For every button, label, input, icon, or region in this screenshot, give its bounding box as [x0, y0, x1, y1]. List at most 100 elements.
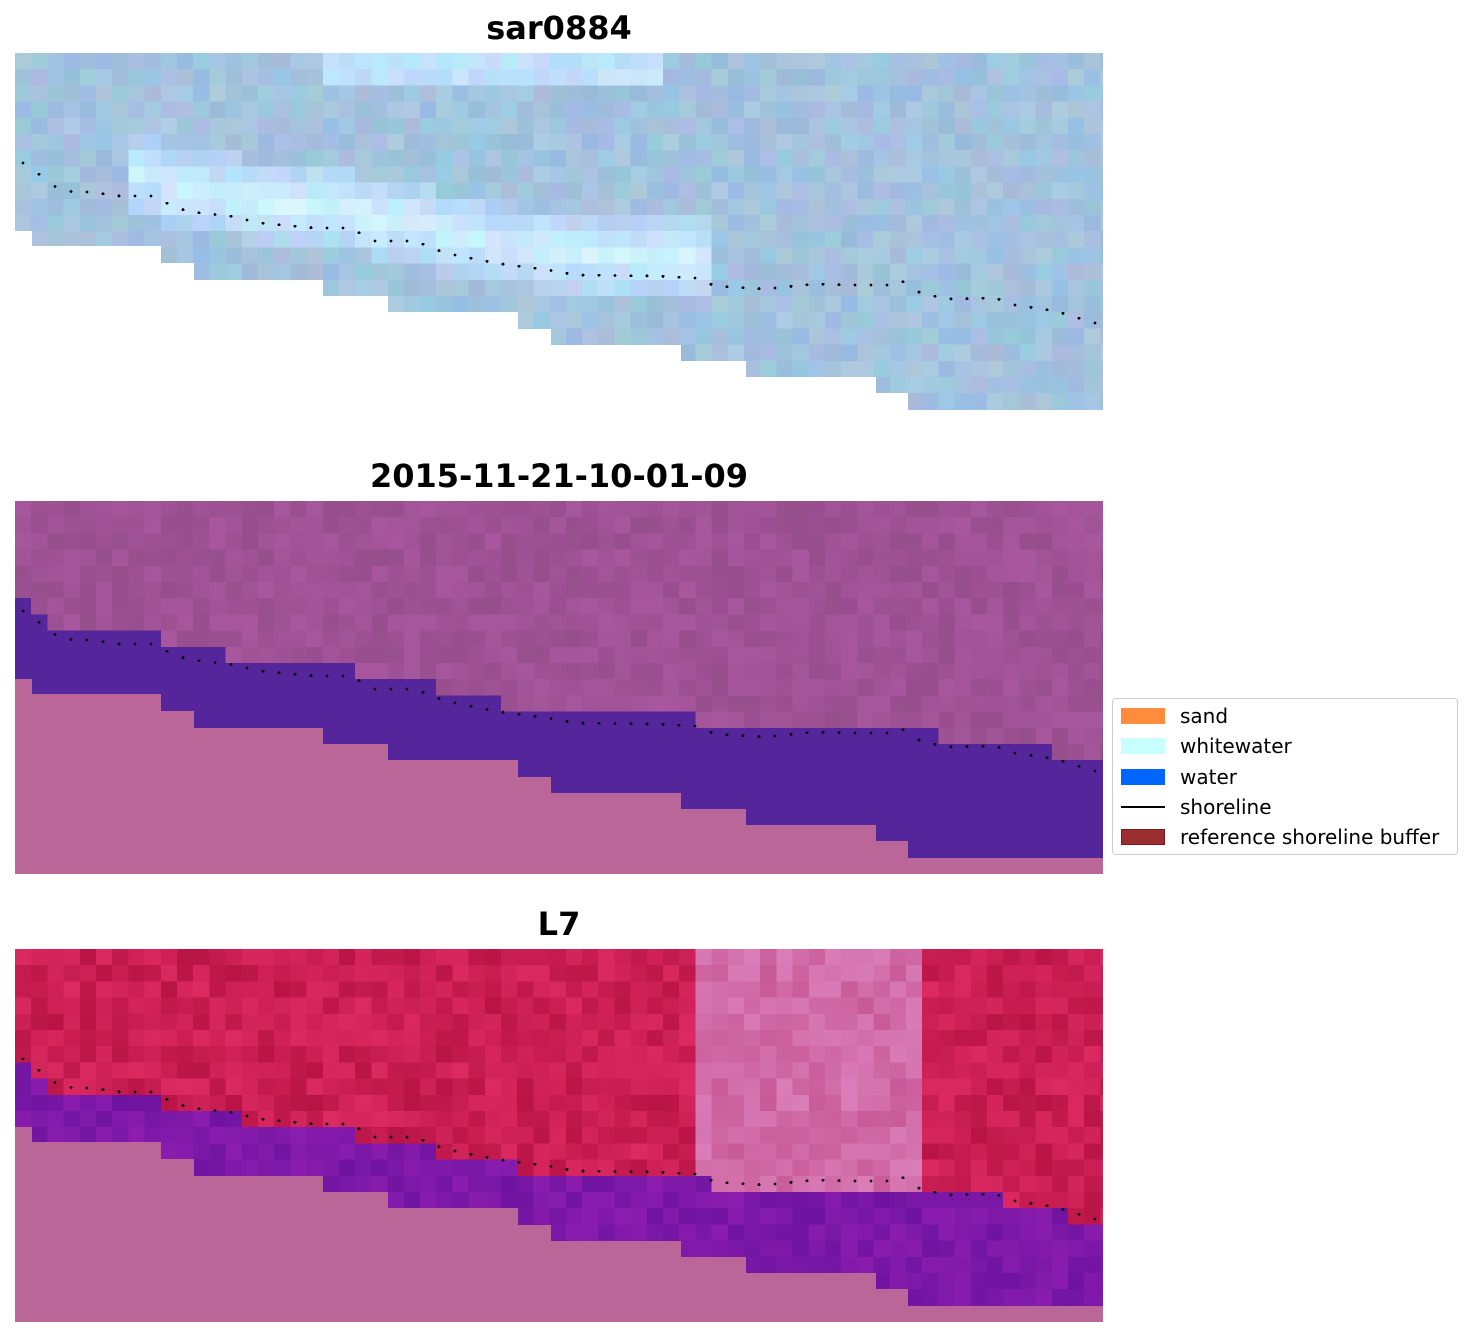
image-pixel	[889, 1127, 907, 1144]
image-pixel	[160, 614, 178, 632]
image-pixel	[306, 150, 324, 167]
image-pixel	[873, 582, 891, 599]
image-pixel	[565, 1094, 583, 1112]
image-pixel	[112, 565, 129, 583]
image-pixel	[501, 1078, 518, 1096]
index-image-panel	[15, 949, 1103, 1322]
image-pixel	[825, 598, 842, 615]
image-pixel	[501, 1062, 518, 1080]
image-pixel	[484, 646, 502, 664]
image-pixel	[906, 344, 923, 362]
image-pixel	[1084, 1143, 1101, 1161]
image-pixel	[355, 1127, 372, 1144]
image-pixel	[857, 1224, 875, 1242]
image-pixel	[1084, 1062, 1101, 1080]
image-pixel	[452, 695, 470, 713]
image-pixel	[1019, 1256, 1037, 1274]
image-pixel	[954, 695, 972, 713]
image-pixel	[15, 582, 32, 599]
image-pixel	[695, 614, 713, 632]
image-pixel	[598, 949, 615, 966]
image-pixel	[970, 344, 988, 362]
image-pixel	[79, 1094, 97, 1112]
image-pixel	[711, 517, 729, 534]
image-pixel	[663, 533, 680, 551]
image-pixel	[565, 614, 583, 632]
image-pixel	[744, 533, 761, 551]
image-pixel	[452, 727, 470, 745]
image-pixel	[954, 582, 972, 599]
image-pixel	[144, 549, 162, 567]
image-pixel	[970, 328, 988, 346]
image-pixel	[144, 134, 162, 151]
image-pixel	[484, 1175, 502, 1193]
image-pixel	[1084, 841, 1101, 858]
image-pixel	[776, 517, 794, 534]
image-pixel	[225, 1159, 243, 1177]
image-pixel	[322, 695, 340, 713]
image-pixel	[808, 279, 826, 297]
image-pixel	[1019, 501, 1037, 518]
image-pixel	[79, 582, 97, 599]
image-pixel	[954, 727, 972, 745]
image-pixel	[792, 1224, 810, 1242]
image-pixel	[776, 549, 794, 567]
image-pixel	[873, 247, 891, 265]
image-pixel	[403, 247, 421, 265]
image-pixel	[954, 965, 972, 982]
image-pixel	[371, 695, 389, 713]
image-pixel	[825, 117, 842, 135]
image-pixel	[1051, 1127, 1069, 1144]
image-pixel	[1084, 377, 1101, 394]
image-pixel	[630, 328, 648, 346]
image-pixel	[549, 760, 567, 777]
image-pixel	[711, 182, 729, 200]
image-pixel	[906, 85, 923, 103]
image-pixel	[112, 517, 129, 534]
image-pixel	[598, 296, 615, 313]
image-pixel	[711, 598, 729, 615]
image-pixel	[517, 727, 534, 745]
image-pixel	[938, 1159, 956, 1177]
image-pixel	[339, 215, 356, 232]
image-pixel	[420, 981, 437, 999]
image-pixel	[711, 117, 729, 135]
image-pixel	[598, 69, 615, 86]
image-pixel	[711, 1013, 729, 1031]
image-pixel	[209, 1111, 227, 1128]
image-pixel	[322, 646, 340, 664]
image-pixel	[841, 1111, 858, 1128]
image-pixel	[889, 825, 907, 842]
image-pixel	[889, 598, 907, 615]
image-pixel	[646, 1062, 664, 1080]
image-pixel	[517, 949, 534, 966]
image-pixel	[808, 711, 826, 729]
image-pixel	[128, 965, 146, 982]
image-pixel	[711, 328, 729, 346]
image-pixel	[1100, 377, 1103, 394]
image-pixel	[760, 646, 777, 664]
image-pixel	[646, 1175, 664, 1193]
image-pixel	[808, 1256, 826, 1274]
shoreline-point	[181, 656, 185, 659]
image-pixel	[533, 949, 551, 966]
image-pixel	[614, 533, 632, 551]
image-pixel	[825, 101, 842, 119]
image-pixel	[549, 517, 567, 534]
image-pixel	[760, 808, 777, 826]
image-pixel	[501, 646, 518, 664]
image-pixel	[987, 328, 1004, 346]
image-pixel	[1019, 279, 1037, 297]
image-pixel	[436, 279, 453, 297]
image-pixel	[808, 533, 826, 551]
image-pixel	[663, 582, 680, 599]
image-pixel	[744, 198, 761, 216]
image-pixel	[970, 949, 988, 966]
image-pixel	[258, 1143, 275, 1161]
image-pixel	[1084, 101, 1101, 119]
image-pixel	[258, 533, 275, 551]
image-pixel	[63, 85, 81, 103]
image-pixel	[776, 792, 794, 810]
image-pixel	[290, 679, 308, 696]
image-pixel	[630, 776, 648, 794]
